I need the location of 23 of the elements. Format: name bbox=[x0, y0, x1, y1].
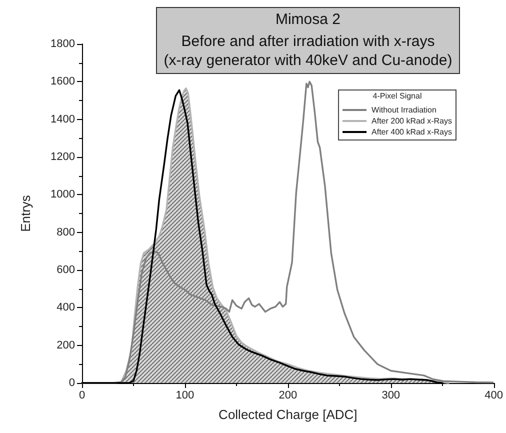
legend-title: 4-Pixel Signal bbox=[372, 92, 422, 100]
y-tick-label: 1200 bbox=[50, 151, 75, 163]
y-tick-label: 200 bbox=[56, 339, 75, 352]
x-tick-label: 400 bbox=[484, 390, 504, 402]
y-tick-label: 400 bbox=[56, 302, 75, 314]
chart-subtitle: Before and after irradiation with x-rays (x-ray generator with 40keV and Cu-anode) bbox=[164, 33, 452, 69]
y-axis-title: Entrys bbox=[18, 194, 33, 232]
chart-title: Mimosa 2 bbox=[275, 11, 341, 28]
y-tick-label: 1800 bbox=[50, 38, 75, 50]
y-tick-label: 600 bbox=[56, 264, 75, 276]
x-tick-label: 200 bbox=[278, 390, 298, 402]
legend-label: After 200 kRad x-Rays bbox=[372, 116, 452, 126]
x-tick-label: 300 bbox=[382, 390, 400, 402]
y-tick-label: 0 bbox=[68, 377, 75, 389]
x-tick-label: 0 bbox=[78, 390, 86, 402]
x-axis-title: Collected Charge [ADC] bbox=[218, 407, 358, 422]
legend-label: After 400 kRad x-Rays bbox=[372, 128, 452, 136]
x-tick-label: 100 bbox=[176, 390, 194, 402]
y-tick-label: 1400 bbox=[50, 113, 75, 126]
legend-label: Without Irradiation bbox=[372, 106, 436, 114]
y-tick-label: 1000 bbox=[50, 188, 75, 201]
y-tick-label: 800 bbox=[56, 226, 75, 238]
y-tick-label: 1600 bbox=[50, 76, 75, 88]
